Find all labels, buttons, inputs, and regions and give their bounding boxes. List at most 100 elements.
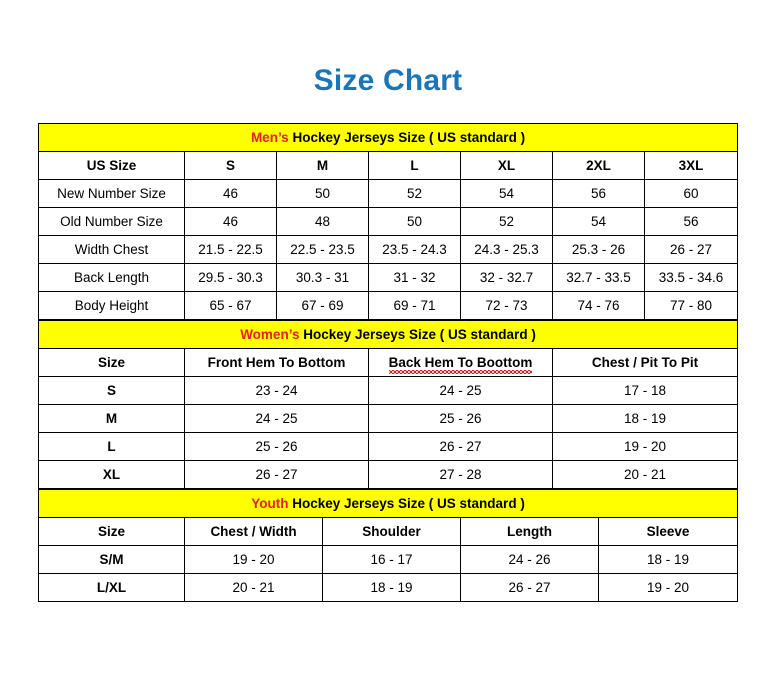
youth-row-1-cell-0: 20 - 21 <box>184 573 323 602</box>
youth-header-row: Size Chest / Width Shoulder Length Sleev… <box>38 517 739 546</box>
youth-banner: Youth Hockey Jerseys Size ( US standard … <box>37 489 739 518</box>
table-row: S 23 - 24 24 - 25 17 - 18 <box>38 376 738 405</box>
womens-col-2: Back Hem To Boottom <box>368 348 553 377</box>
mens-col-1: S <box>184 151 277 180</box>
youth-row-1-label: L/XL <box>38 573 185 602</box>
mens-col-2: M <box>276 151 369 180</box>
womens-col-2-label: Back Hem To Boottom <box>388 354 533 374</box>
youth-row-1-cell-2: 26 - 27 <box>460 573 599 602</box>
womens-row-1-label: M <box>38 404 185 433</box>
mens-row-1-cell-0: 46 <box>184 207 277 236</box>
mens-col-4: XL <box>460 151 553 180</box>
table-row: L 25 - 26 26 - 27 19 - 20 <box>38 432 738 461</box>
mens-row-3-cell-2: 31 - 32 <box>368 263 461 292</box>
womens-row-1-cell-0: 24 - 25 <box>184 404 369 433</box>
youth-row-1-cell-3: 19 - 20 <box>597 573 739 602</box>
womens-row-3-cell-1: 27 - 28 <box>368 460 553 489</box>
youth-col-0: Size <box>38 517 185 546</box>
mens-row-3-label: Back Length <box>38 263 185 292</box>
youth-row-0-cell-2: 24 - 26 <box>460 545 599 574</box>
womens-row-2-label: L <box>38 432 185 461</box>
mens-row-2-cell-0: 21.5 - 22.5 <box>184 235 277 264</box>
womens-row-2-cell-0: 25 - 26 <box>184 432 369 461</box>
womens-banner-row: Women’s Hockey Jerseys Size ( US standar… <box>38 320 738 349</box>
mens-banner: Men’s Hockey Jerseys Size ( US standard … <box>38 123 738 152</box>
youth-col-3: Length <box>460 517 599 546</box>
mens-row-2-label: Width Chest <box>38 235 185 264</box>
table-row: Width Chest 21.5 - 22.5 22.5 - 23.5 23.5… <box>38 235 738 264</box>
mens-row-3-cell-3: 32 - 32.7 <box>460 263 553 292</box>
mens-row-2-cell-4: 25.3 - 26 <box>552 235 645 264</box>
youth-size-table: Youth Hockey Jerseys Size ( US standard … <box>37 489 739 602</box>
mens-row-0-cell-0: 46 <box>184 179 277 208</box>
mens-col-6: 3XL <box>644 151 738 180</box>
womens-row-3-cell-0: 26 - 27 <box>184 460 369 489</box>
mens-row-2-cell-3: 24.3 - 25.3 <box>460 235 553 264</box>
mens-row-4-label: Body Height <box>38 291 185 320</box>
youth-col-2: Shoulder <box>322 517 461 546</box>
womens-col-3: Chest / Pit To Pit <box>552 348 738 377</box>
mens-row-0-label: New Number Size <box>38 179 185 208</box>
womens-row-2-cell-2: 19 - 20 <box>552 432 738 461</box>
mens-row-2-cell-2: 23.5 - 24.3 <box>368 235 461 264</box>
mens-row-0-cell-4: 56 <box>552 179 645 208</box>
womens-row-3-cell-2: 20 - 21 <box>552 460 738 489</box>
womens-row-0-cell-2: 17 - 18 <box>552 376 738 405</box>
mens-row-2-cell-1: 22.5 - 23.5 <box>276 235 369 264</box>
mens-row-3-cell-0: 29.5 - 30.3 <box>184 263 277 292</box>
mens-banner-accent: Men’s <box>250 129 289 145</box>
youth-row-0-cell-3: 18 - 19 <box>597 545 739 574</box>
mens-row-1-cell-3: 52 <box>460 207 553 236</box>
mens-banner-row: Men’s Hockey Jerseys Size ( US standard … <box>38 123 738 152</box>
mens-row-0-cell-2: 52 <box>368 179 461 208</box>
mens-col-3: L <box>368 151 461 180</box>
mens-row-0-cell-5: 60 <box>644 179 738 208</box>
mens-row-2-cell-5: 26 - 27 <box>644 235 738 264</box>
womens-banner-rest: Hockey Jerseys Size ( US standard ) <box>299 326 536 342</box>
youth-col-1: Chest / Width <box>184 517 323 546</box>
mens-row-4-cell-0: 65 - 67 <box>184 291 277 320</box>
womens-row-3-label: XL <box>38 460 185 489</box>
womens-row-1-cell-2: 18 - 19 <box>552 404 738 433</box>
womens-row-2-cell-1: 26 - 27 <box>368 432 553 461</box>
womens-row-0-cell-1: 24 - 25 <box>368 376 553 405</box>
mens-col-5: 2XL <box>552 151 645 180</box>
mens-row-1-cell-5: 56 <box>644 207 738 236</box>
mens-row-1-label: Old Number Size <box>38 207 185 236</box>
youth-row-0-cell-1: 16 - 17 <box>322 545 461 574</box>
mens-row-0-cell-1: 50 <box>276 179 369 208</box>
youth-row-0-label: S/M <box>38 545 185 574</box>
size-chart-tables: Men’s Hockey Jerseys Size ( US standard … <box>37 123 739 602</box>
table-row: L/XL 20 - 21 18 - 19 26 - 27 19 - 20 <box>38 573 739 602</box>
mens-row-3-cell-5: 33.5 - 34.6 <box>644 263 738 292</box>
mens-row-4-cell-2: 69 - 71 <box>368 291 461 320</box>
table-row: Old Number Size 46 48 50 52 54 56 <box>38 207 738 236</box>
mens-banner-rest: Hockey Jerseys Size ( US standard ) <box>288 129 526 145</box>
womens-size-table: Women’s Hockey Jerseys Size ( US standar… <box>38 320 738 489</box>
table-row: M 24 - 25 25 - 26 18 - 19 <box>38 404 738 433</box>
youth-row-1-cell-1: 18 - 19 <box>322 573 461 602</box>
table-row: Back Length 29.5 - 30.3 30.3 - 31 31 - 3… <box>38 263 738 292</box>
youth-banner-accent: Youth <box>251 495 289 511</box>
womens-row-1-cell-1: 25 - 26 <box>368 404 553 433</box>
mens-row-1-cell-4: 54 <box>552 207 645 236</box>
mens-row-1-cell-1: 48 <box>276 207 369 236</box>
mens-row-4-cell-1: 67 - 69 <box>276 291 369 320</box>
table-row: Body Height 65 - 67 67 - 69 69 - 71 72 -… <box>38 291 738 320</box>
mens-col-0: US Size <box>38 151 185 180</box>
youth-banner-rest: Hockey Jerseys Size ( US standard ) <box>288 495 525 511</box>
womens-col-1: Front Hem To Bottom <box>184 348 369 377</box>
table-row: S/M 19 - 20 16 - 17 24 - 26 18 - 19 <box>38 545 739 574</box>
womens-col-0: Size <box>38 348 185 377</box>
womens-header-row: Size Front Hem To Bottom Back Hem To Boo… <box>38 348 738 377</box>
mens-row-4-cell-4: 74 - 76 <box>552 291 645 320</box>
womens-banner: Women’s Hockey Jerseys Size ( US standar… <box>38 320 738 349</box>
youth-banner-row: Youth Hockey Jerseys Size ( US standard … <box>37 489 739 518</box>
womens-banner-accent: Women’s <box>240 326 300 342</box>
table-row: New Number Size 46 50 52 54 56 60 <box>38 179 738 208</box>
mens-row-4-cell-5: 77 - 80 <box>644 291 738 320</box>
mens-size-table: Men’s Hockey Jerseys Size ( US standard … <box>38 123 738 320</box>
mens-row-3-cell-4: 32.7 - 33.5 <box>552 263 645 292</box>
youth-col-4: Sleeve <box>597 517 739 546</box>
